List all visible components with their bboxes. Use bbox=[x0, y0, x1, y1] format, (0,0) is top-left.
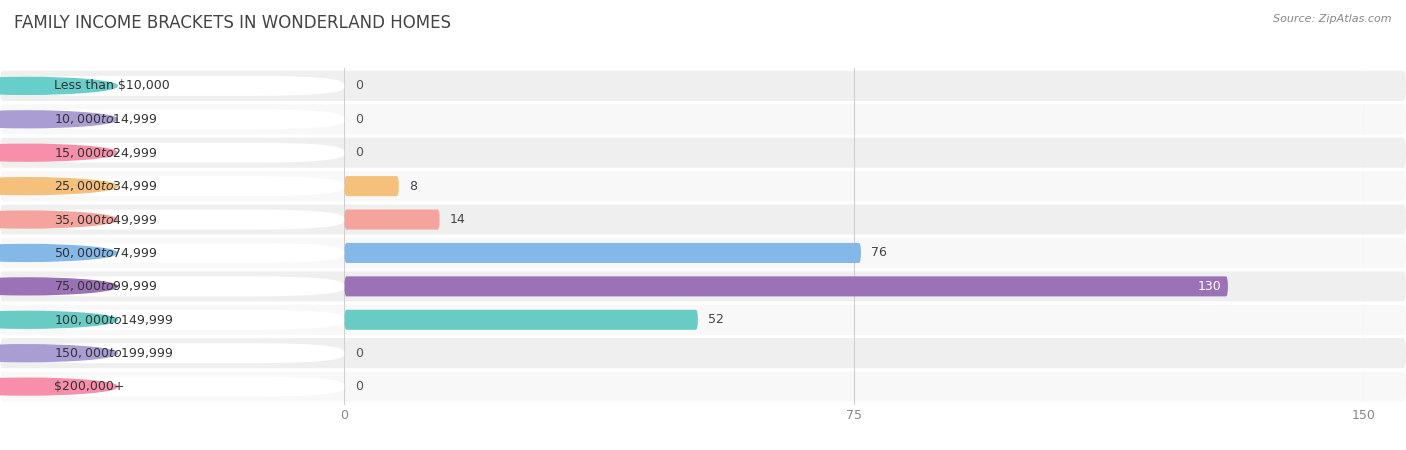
Circle shape bbox=[0, 178, 117, 194]
FancyBboxPatch shape bbox=[7, 76, 344, 96]
FancyBboxPatch shape bbox=[7, 377, 344, 396]
Circle shape bbox=[0, 111, 117, 128]
Text: $50,000 to $74,999: $50,000 to $74,999 bbox=[53, 246, 157, 260]
FancyBboxPatch shape bbox=[7, 310, 344, 330]
Text: 76: 76 bbox=[872, 247, 887, 260]
Circle shape bbox=[0, 311, 117, 328]
FancyBboxPatch shape bbox=[0, 71, 1406, 101]
FancyBboxPatch shape bbox=[7, 343, 344, 363]
Text: Less than $10,000: Less than $10,000 bbox=[53, 79, 170, 92]
FancyBboxPatch shape bbox=[7, 243, 344, 263]
Text: 0: 0 bbox=[354, 346, 363, 360]
Text: 14: 14 bbox=[450, 213, 465, 226]
Circle shape bbox=[0, 144, 117, 161]
Text: Source: ZipAtlas.com: Source: ZipAtlas.com bbox=[1274, 14, 1392, 23]
Text: $15,000 to $24,999: $15,000 to $24,999 bbox=[53, 146, 157, 160]
FancyBboxPatch shape bbox=[7, 143, 344, 163]
FancyBboxPatch shape bbox=[344, 176, 399, 196]
FancyBboxPatch shape bbox=[0, 138, 1406, 168]
FancyBboxPatch shape bbox=[0, 204, 1406, 234]
Text: FAMILY INCOME BRACKETS IN WONDERLAND HOMES: FAMILY INCOME BRACKETS IN WONDERLAND HOM… bbox=[14, 14, 451, 32]
Text: $35,000 to $49,999: $35,000 to $49,999 bbox=[53, 212, 157, 226]
FancyBboxPatch shape bbox=[7, 109, 344, 129]
FancyBboxPatch shape bbox=[7, 176, 344, 196]
FancyBboxPatch shape bbox=[0, 271, 1406, 302]
Text: $200,000+: $200,000+ bbox=[53, 380, 124, 393]
FancyBboxPatch shape bbox=[344, 243, 860, 263]
Text: 130: 130 bbox=[1198, 280, 1220, 293]
Text: $150,000 to $199,999: $150,000 to $199,999 bbox=[53, 346, 173, 360]
Text: 52: 52 bbox=[709, 313, 724, 326]
FancyBboxPatch shape bbox=[0, 338, 1406, 368]
FancyBboxPatch shape bbox=[344, 310, 697, 330]
Circle shape bbox=[0, 278, 117, 295]
Circle shape bbox=[0, 244, 117, 261]
Text: 0: 0 bbox=[354, 79, 363, 92]
FancyBboxPatch shape bbox=[7, 276, 344, 297]
Circle shape bbox=[0, 345, 117, 362]
Text: 8: 8 bbox=[409, 180, 418, 193]
Text: $75,000 to $99,999: $75,000 to $99,999 bbox=[53, 279, 157, 293]
FancyBboxPatch shape bbox=[344, 210, 440, 230]
Circle shape bbox=[0, 378, 117, 395]
FancyBboxPatch shape bbox=[7, 210, 344, 230]
FancyBboxPatch shape bbox=[0, 305, 1406, 335]
FancyBboxPatch shape bbox=[0, 372, 1406, 402]
Text: 0: 0 bbox=[354, 146, 363, 159]
FancyBboxPatch shape bbox=[0, 171, 1406, 201]
Text: 0: 0 bbox=[354, 380, 363, 393]
FancyBboxPatch shape bbox=[0, 238, 1406, 268]
Text: 0: 0 bbox=[354, 113, 363, 126]
Text: $100,000 to $149,999: $100,000 to $149,999 bbox=[53, 313, 173, 327]
Text: $10,000 to $14,999: $10,000 to $14,999 bbox=[53, 112, 157, 126]
Circle shape bbox=[0, 77, 117, 94]
Text: $25,000 to $34,999: $25,000 to $34,999 bbox=[53, 179, 157, 193]
FancyBboxPatch shape bbox=[0, 104, 1406, 135]
Circle shape bbox=[0, 211, 117, 228]
FancyBboxPatch shape bbox=[344, 276, 1227, 297]
